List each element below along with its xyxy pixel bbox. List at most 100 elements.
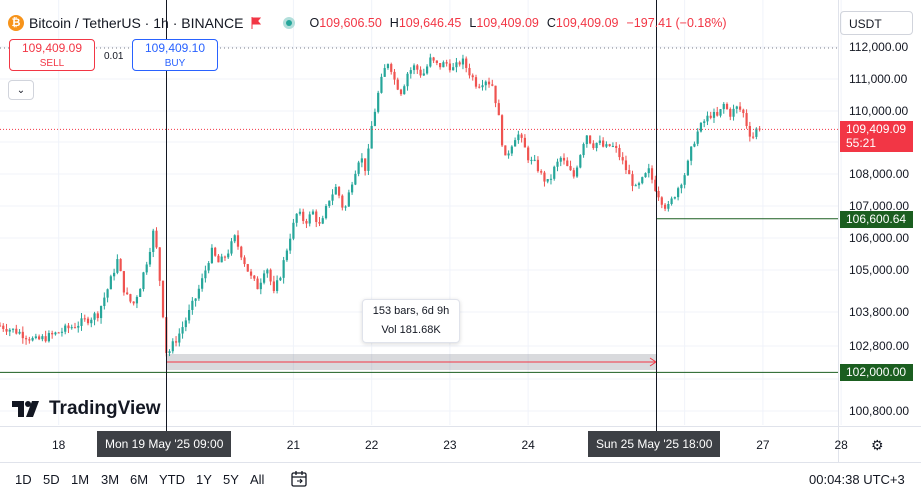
candle-body-102 <box>331 194 334 201</box>
candle-body-181 <box>588 135 592 144</box>
candle-body-145 <box>471 75 474 78</box>
cursor-end-tag: Sun 25 May '25 18:00 <box>588 431 721 457</box>
timeframe-all[interactable]: All <box>250 472 265 487</box>
candle-body-47 <box>152 230 155 252</box>
buy-button[interactable]: 109,409.10 BUY <box>132 39 218 71</box>
settings-icon[interactable]: ⚙ <box>871 437 884 453</box>
level-low-tag: 102,000.00 <box>840 364 913 381</box>
candle-body-227 <box>738 106 742 110</box>
candle-body-127 <box>412 65 416 71</box>
range-info-tooltip: 153 bars, 6d 9h Vol 181.68K <box>362 299 460 343</box>
candle-body-205 <box>667 203 670 209</box>
candle-body-132 <box>429 57 432 67</box>
candle-body-199 <box>647 168 650 174</box>
candle-body-57 <box>184 320 187 328</box>
candle-body-72 <box>233 235 236 242</box>
price-tick-10: 111,000.00 <box>849 72 908 86</box>
candle-body-166 <box>540 171 543 173</box>
candle-body-36 <box>116 259 119 273</box>
timeframe-1m[interactable]: 1M <box>71 472 90 487</box>
candle-body-103 <box>334 186 337 195</box>
collapse-button[interactable]: ⌄ <box>8 80 34 100</box>
candle-body-149 <box>484 81 487 86</box>
timeframe-5d[interactable]: 5D <box>43 472 60 487</box>
candle-body-180 <box>585 135 588 145</box>
candle-body-92 <box>298 211 302 214</box>
candle-body-188 <box>611 145 615 147</box>
candle-body-117 <box>380 76 383 93</box>
candle-body-100 <box>324 205 328 219</box>
candle-body-209 <box>680 184 683 189</box>
candle-body-58 <box>187 309 191 321</box>
price-tick-11: 112,000.00 <box>849 40 909 54</box>
currency-select[interactable]: USDT <box>840 11 913 35</box>
timeframe-3m[interactable]: 3M <box>101 472 120 487</box>
candle-body-158 <box>514 140 517 147</box>
candle-body-130 <box>422 73 425 76</box>
calendar-icon[interactable] <box>290 470 308 488</box>
candle-body-9 <box>28 339 31 341</box>
candle-body-119 <box>386 64 390 69</box>
candle-body-116 <box>377 92 380 112</box>
candle-body-134 <box>435 60 438 63</box>
candle-body-131 <box>425 66 429 74</box>
candle-body-4 <box>11 328 15 330</box>
candle-body-86 <box>279 277 282 281</box>
timeframe-ytd[interactable]: YTD <box>159 472 185 487</box>
candle-body-170 <box>553 166 556 179</box>
candle-body-8 <box>24 338 28 340</box>
candle-body-155 <box>504 145 507 156</box>
candle-body-96 <box>311 211 315 215</box>
candle-body-25 <box>80 318 83 326</box>
candle-body-212 <box>690 146 693 161</box>
candle-body-114 <box>370 125 373 149</box>
candle-body-108 <box>351 184 354 193</box>
candle-body-137 <box>445 62 448 64</box>
timeframe-1d[interactable]: 1D <box>15 472 32 487</box>
price-tick-7: 108,000.00 <box>849 167 910 181</box>
candle-body-196 <box>637 183 641 186</box>
candle-body-230 <box>748 126 751 137</box>
candle-body-37 <box>119 259 122 272</box>
candle-body-74 <box>240 246 243 258</box>
candle-body-24 <box>77 325 80 328</box>
candle-body-194 <box>631 174 634 186</box>
candle-body-110 <box>357 162 360 174</box>
candle-body-93 <box>302 211 305 221</box>
chart-overlays <box>0 0 838 431</box>
timeframe-6m[interactable]: 6M <box>130 472 149 487</box>
candle-body-62 <box>201 278 204 289</box>
countdown-label: 55:21 <box>846 136 877 150</box>
candle-body-23 <box>73 327 77 329</box>
candle-body-167 <box>543 172 546 182</box>
cursor-start-tag: Mon 19 May '25 09:00 <box>97 431 232 457</box>
candle-body-112 <box>364 158 367 171</box>
sell-button[interactable]: 109,409.09 SELL <box>9 39 95 71</box>
chevron-down-icon: ⌄ <box>16 84 26 96</box>
symbol-title[interactable]: Bitcoin / TetherUS · 1h · BINANCE <box>29 15 244 31</box>
candle-body-65 <box>210 247 214 264</box>
candle-body-16 <box>51 333 54 335</box>
candle-body-128 <box>416 65 419 70</box>
timeframe-5y[interactable]: 5Y <box>223 472 239 487</box>
candle-body-6 <box>18 331 21 334</box>
timeframe-1y[interactable]: 1Y <box>196 472 212 487</box>
candle-body-33 <box>106 289 109 298</box>
candle-body-141 <box>458 62 461 65</box>
candle-body-174 <box>566 160 569 167</box>
clock-readout[interactable]: 00:04:38 UTC+3 <box>809 472 905 487</box>
candle-body-191 <box>621 157 624 161</box>
candle-body-7 <box>21 331 24 339</box>
candle-body-87 <box>282 260 285 278</box>
candle-body-219 <box>712 111 716 118</box>
candle-body-153 <box>497 103 500 116</box>
candle-body-43 <box>139 289 142 297</box>
candle-body-82 <box>266 269 269 274</box>
candle-body-198 <box>644 173 647 178</box>
time-tick-0: 18 <box>51 438 66 452</box>
candle-body-48 <box>155 230 158 248</box>
flag-icon[interactable] <box>251 17 262 29</box>
candle-body-192 <box>624 160 628 171</box>
candle-body-147 <box>478 86 481 88</box>
bottom-toolbar <box>0 462 921 502</box>
